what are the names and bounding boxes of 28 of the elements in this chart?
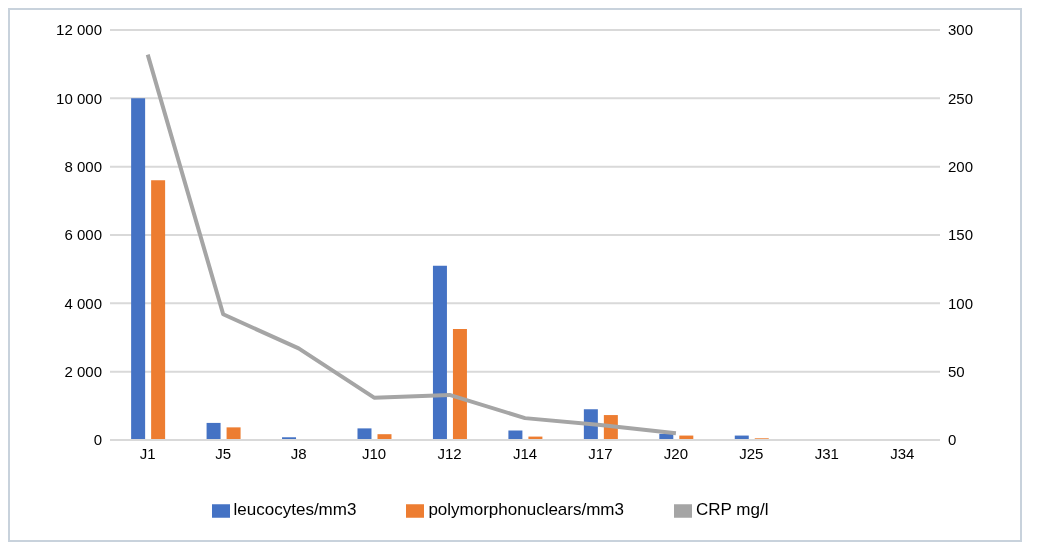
y2-tick-label: 150 [948, 226, 974, 244]
legend-label: leucocytes/mm3 [233, 500, 357, 519]
y2-tick-label: 300 [948, 21, 974, 39]
x-tick-label: J20 [663, 444, 688, 462]
x-tick-label: J10 [362, 444, 387, 462]
x-tick-label: J34 [890, 444, 915, 462]
x-tick-label: J25 [739, 444, 764, 462]
y-tick-label: 4 000 [64, 294, 102, 312]
y-tick-label: 0 [93, 431, 102, 449]
y-tick-label: 10 000 [56, 89, 102, 107]
y2-tick-label: 100 [948, 294, 974, 312]
y-tick-label: 12 000 [56, 21, 102, 39]
x-tick-label: J31 [814, 444, 839, 462]
legend-label: CRP mg/l [695, 500, 769, 519]
x-tick-label: J5 [215, 444, 232, 462]
y-tick-label: 6 000 [64, 226, 102, 244]
x-tick-label: J12 [437, 444, 462, 462]
y-tick-label: 2 000 [64, 362, 102, 380]
legend-label: polymorphonuclears/mm3 [428, 500, 624, 519]
y2-tick-label: 250 [948, 89, 974, 107]
x-tick-label: J1 [139, 444, 156, 462]
y2-tick-label: 0 [948, 431, 957, 449]
x-tick-label: J17 [588, 444, 613, 462]
x-tick-label: J8 [290, 444, 307, 462]
y2-tick-label: 50 [948, 362, 965, 380]
y-tick-label: 8 000 [64, 157, 102, 175]
y2-tick-label: 200 [948, 157, 974, 175]
x-tick-label: J14 [512, 444, 538, 462]
